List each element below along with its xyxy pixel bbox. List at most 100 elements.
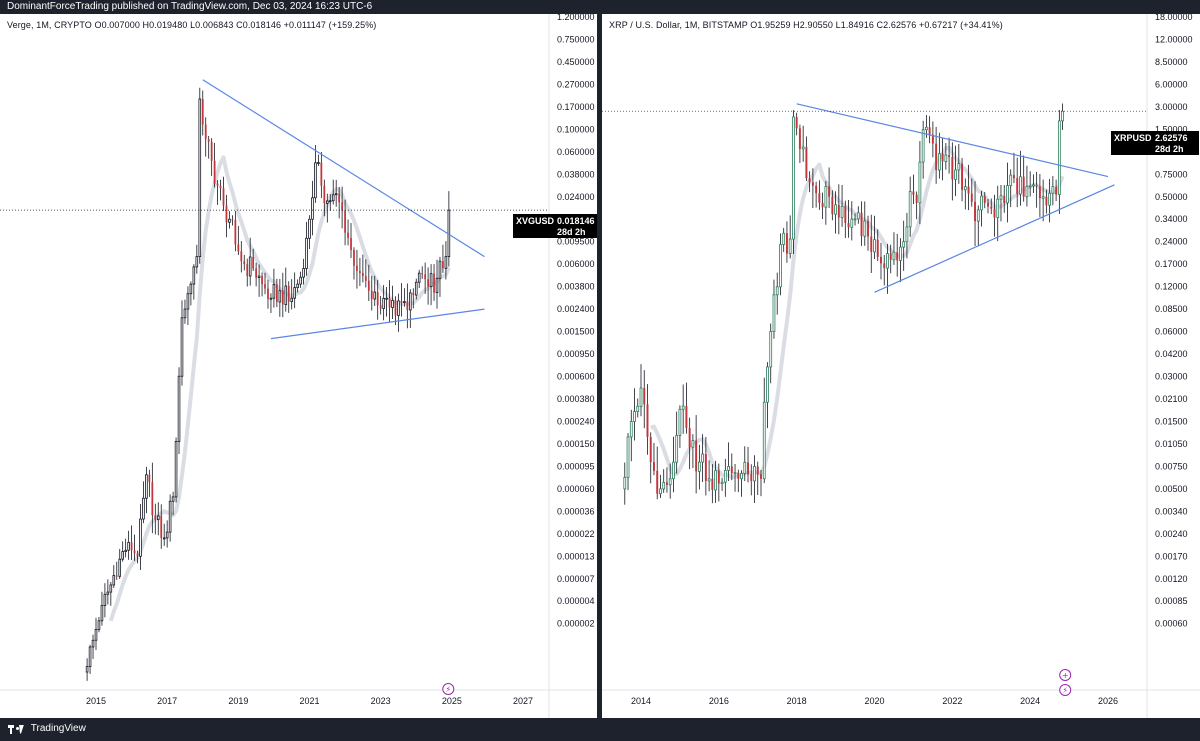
candle	[198, 87, 202, 264]
candle-body	[750, 474, 753, 481]
candle	[213, 142, 216, 188]
candle-body	[317, 162, 320, 164]
candle	[957, 144, 961, 184]
candle-body	[896, 252, 899, 261]
candle	[811, 168, 814, 209]
candle-body	[867, 220, 869, 237]
moving-average-line	[108, 155, 451, 622]
candle-body	[308, 218, 311, 239]
candle	[808, 171, 811, 193]
y-tick-label: 0.750000	[557, 34, 595, 44]
candle-body	[433, 273, 435, 293]
candle	[1019, 150, 1022, 206]
candle-body	[987, 202, 989, 207]
candle	[165, 520, 169, 548]
candle	[103, 583, 107, 618]
candle-body	[957, 163, 961, 171]
chart-canvas-xvgusd[interactable]: 1.200000 0.750000 0.450000 0.270000 0.170000…	[0, 14, 597, 718]
lightning-event-icon[interactable]: ⚡	[442, 683, 455, 695]
candle	[867, 215, 869, 251]
candle-body	[216, 183, 219, 186]
candle-body	[1032, 184, 1035, 187]
candle	[656, 446, 659, 500]
candle	[646, 384, 649, 455]
candle	[364, 259, 367, 288]
candle	[379, 295, 382, 315]
candle	[847, 199, 850, 238]
y-tick-label: 0.003800	[557, 282, 595, 292]
candle-body	[234, 219, 237, 245]
last-price-symbol: XRPUSD	[1114, 133, 1152, 143]
candle-body	[815, 185, 818, 194]
candle-body	[961, 163, 964, 190]
candle-body	[840, 205, 844, 218]
candle-body	[912, 191, 915, 195]
candle	[730, 453, 733, 481]
candle	[257, 264, 261, 297]
y-tick-label: 0.002400	[557, 304, 595, 314]
candle-body	[429, 273, 433, 288]
candle	[837, 184, 840, 235]
candle	[442, 244, 444, 273]
chart-panel-xrpusd[interactable]: 18.00000 12.00000 8.50000 6.00000 3.00000 1.5…	[602, 14, 1200, 718]
candle-body	[364, 276, 367, 281]
candle	[844, 200, 847, 239]
candle	[760, 469, 762, 497]
candle	[711, 464, 714, 504]
candle-body	[941, 153, 944, 162]
candle	[201, 90, 204, 136]
candle	[892, 232, 896, 265]
tradingview-logo-icon[interactable]	[8, 724, 24, 734]
candle-body	[935, 143, 938, 170]
candle-body	[347, 232, 349, 238]
candle-body	[948, 155, 951, 158]
candle	[269, 293, 273, 314]
y-tick-label: 0.02100	[1155, 394, 1188, 404]
candle-body	[921, 129, 925, 163]
candle	[204, 117, 207, 157]
candle-body	[391, 300, 394, 308]
candle	[328, 194, 332, 211]
trendline	[270, 308, 485, 340]
candle-body	[831, 196, 834, 215]
candle-body	[103, 593, 107, 606]
candle	[350, 222, 352, 258]
candle	[145, 466, 148, 514]
candle-body	[801, 146, 805, 150]
y-tick-label: 0.001500	[557, 327, 595, 337]
event-badge-circle	[1059, 684, 1072, 696]
candle-body	[442, 261, 444, 269]
candle-body	[824, 186, 828, 208]
event-badge-glyph: +	[1062, 671, 1069, 680]
candle	[766, 362, 769, 429]
candle	[338, 186, 341, 219]
candle-body	[112, 575, 116, 586]
candle-body	[876, 239, 879, 257]
candle-body	[769, 331, 773, 368]
plus-event-icon[interactable]: +	[1059, 669, 1072, 681]
chart-panel-xvgusd[interactable]: 1.200000 0.750000 0.450000 0.270000 0.170000…	[0, 14, 597, 718]
candle	[1038, 174, 1041, 218]
candle	[672, 436, 675, 493]
x-tick-label: 2026	[1098, 696, 1118, 706]
candle	[237, 226, 240, 256]
y-tick-label: 0.75000	[1155, 169, 1188, 179]
candle	[136, 550, 139, 564]
candle	[918, 141, 922, 225]
x-tick-label: 2025	[442, 696, 462, 706]
lightning-event-icon[interactable]: ⚡	[1059, 684, 1072, 696]
candle	[240, 241, 243, 273]
candle	[883, 254, 886, 286]
x-tick-label: 2022	[942, 696, 962, 706]
candle	[623, 462, 627, 505]
chart-canvas-xrpusd[interactable]: 18.00000 12.00000 8.50000 6.00000 3.00000 1.5…	[602, 14, 1200, 718]
event-badge-circle	[1059, 669, 1072, 681]
candle-body	[370, 290, 373, 300]
y-tick-label: 0.00750	[1155, 461, 1188, 471]
candle	[287, 281, 290, 313]
candle-body	[963, 186, 967, 191]
candle-body	[954, 169, 957, 180]
candle-body	[1035, 184, 1038, 187]
candle-body	[1006, 185, 1009, 204]
